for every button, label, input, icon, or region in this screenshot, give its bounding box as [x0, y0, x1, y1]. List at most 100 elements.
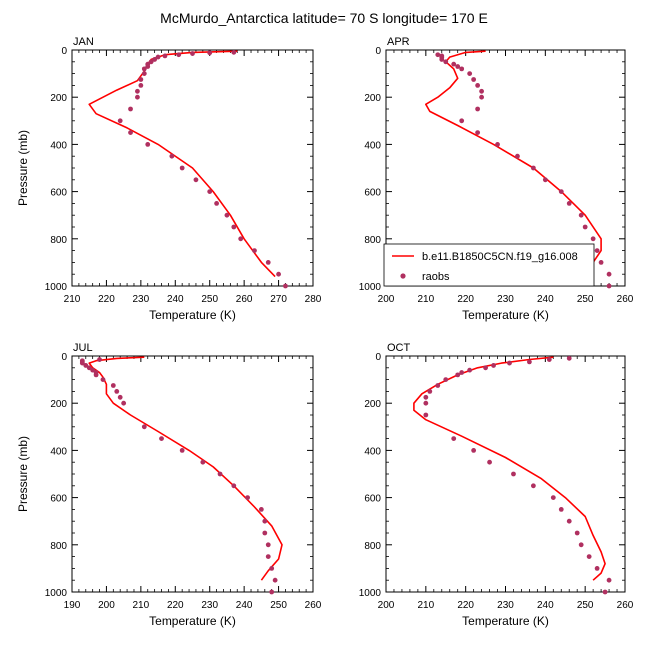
obs-point [594, 248, 600, 254]
obs-point [455, 372, 461, 378]
obs-point [558, 189, 564, 195]
obs-point [566, 201, 572, 206]
x-tick-label: 250 [201, 294, 218, 305]
plot-frame [71, 355, 314, 593]
y-tick-label: 800 [50, 235, 67, 246]
y-tick-label: 800 [364, 235, 381, 246]
y-tick-label: 600 [364, 494, 381, 505]
obs-point [423, 400, 429, 406]
model-line [88, 50, 276, 278]
x-tick-label: 240 [236, 600, 253, 611]
obs-point [141, 71, 147, 76]
obs-point [193, 177, 199, 183]
obs-point [258, 507, 264, 512]
obs-point [262, 518, 268, 524]
obs-point [507, 360, 512, 366]
panel-oct: 200 210 220 230 240 250 260 0 200 400 600 800 1000 OC… [359, 342, 634, 628]
legend-obs-marker [400, 273, 406, 279]
obs-point [224, 212, 230, 218]
figure-title: McMurdo_Antarctica latitude= 70 S longit… [160, 10, 488, 26]
obs-point [479, 94, 484, 100]
obs-point [145, 64, 151, 69]
panel-label: APR [387, 36, 410, 48]
obs-point [467, 367, 473, 373]
obs-point [145, 142, 151, 147]
y-tick-label: 400 [364, 446, 381, 457]
obs-point [283, 283, 288, 289]
x-tick-label: 260 [617, 294, 634, 305]
obs-point [265, 542, 271, 548]
obs-point [238, 236, 244, 242]
obs-point [86, 365, 92, 371]
obs-point [487, 459, 492, 465]
y-tick-label: 600 [50, 188, 67, 199]
obs-point [90, 367, 96, 373]
legend: b.e11.B1850C5CN.f19_g16.008 raobs [383, 243, 595, 287]
obs-point [217, 471, 223, 477]
obs-point [427, 389, 433, 394]
obs-point [114, 389, 120, 394]
obs-point [475, 106, 481, 112]
obs-point [475, 130, 481, 136]
obs-point [135, 88, 140, 94]
obs-point [594, 566, 600, 571]
obs-point [471, 77, 477, 82]
y-tick-label: 600 [50, 494, 67, 505]
obs-point [530, 483, 536, 489]
panel-jan: 210 220 230 240 250 260 270 280 0 200 400 600 800 100… [16, 36, 322, 322]
y-tick-label: 800 [50, 541, 67, 552]
x-axis-label: Temperature (K) [462, 614, 549, 628]
obs-point [231, 224, 237, 230]
obs-point [475, 83, 481, 88]
obs-point [269, 589, 275, 595]
obs-point [138, 77, 144, 82]
obs-point [155, 54, 161, 60]
obs-point [100, 377, 106, 382]
obs-point [265, 554, 271, 559]
obs-point [451, 436, 457, 441]
obs-point [265, 260, 271, 265]
obs-point [586, 554, 592, 559]
obs-point [148, 59, 154, 65]
obs-point [135, 94, 140, 100]
y-tick-label: 400 [50, 446, 67, 457]
obs-point [207, 50, 213, 56]
x-tick-label: 220 [167, 600, 184, 611]
y-tick-label: 1000 [359, 588, 382, 599]
obs-point [479, 88, 484, 94]
x-tick-label: 240 [167, 294, 184, 305]
obs-point [435, 52, 441, 58]
panel-label: JAN [73, 36, 94, 48]
x-tick-label: 240 [537, 600, 554, 611]
obs-point [530, 165, 536, 171]
x-tick-label: 260 [236, 294, 253, 305]
obs-point [152, 57, 158, 62]
y-tick-label: 1000 [45, 588, 68, 599]
obs-point [574, 530, 580, 536]
obs-point [138, 83, 144, 88]
x-axis-label: Temperature (K) [462, 308, 549, 322]
obs-point [566, 518, 572, 524]
legend-box [383, 243, 595, 287]
obs-point [495, 142, 500, 147]
obs-point [141, 424, 147, 430]
obs-point [128, 106, 133, 112]
obs-point [159, 436, 164, 441]
obs-point [598, 260, 604, 265]
x-tick-label: 200 [98, 600, 115, 611]
obs-point [443, 377, 449, 382]
y-tick-label: 0 [375, 46, 381, 57]
obs-point [121, 400, 127, 406]
y-tick-label: 0 [375, 352, 381, 363]
y-axis-label: Pressure (mb) [16, 436, 30, 512]
obs-point [443, 59, 449, 65]
x-tick-label: 230 [201, 600, 218, 611]
obs-point [471, 448, 477, 453]
obs-point [606, 283, 612, 289]
y-tick-label: 0 [61, 352, 67, 363]
obs-point [455, 64, 461, 69]
obs-point [542, 177, 548, 183]
x-axis-label: Temperature (K) [149, 614, 236, 628]
obs-point [200, 459, 206, 465]
obs-point [578, 542, 584, 548]
